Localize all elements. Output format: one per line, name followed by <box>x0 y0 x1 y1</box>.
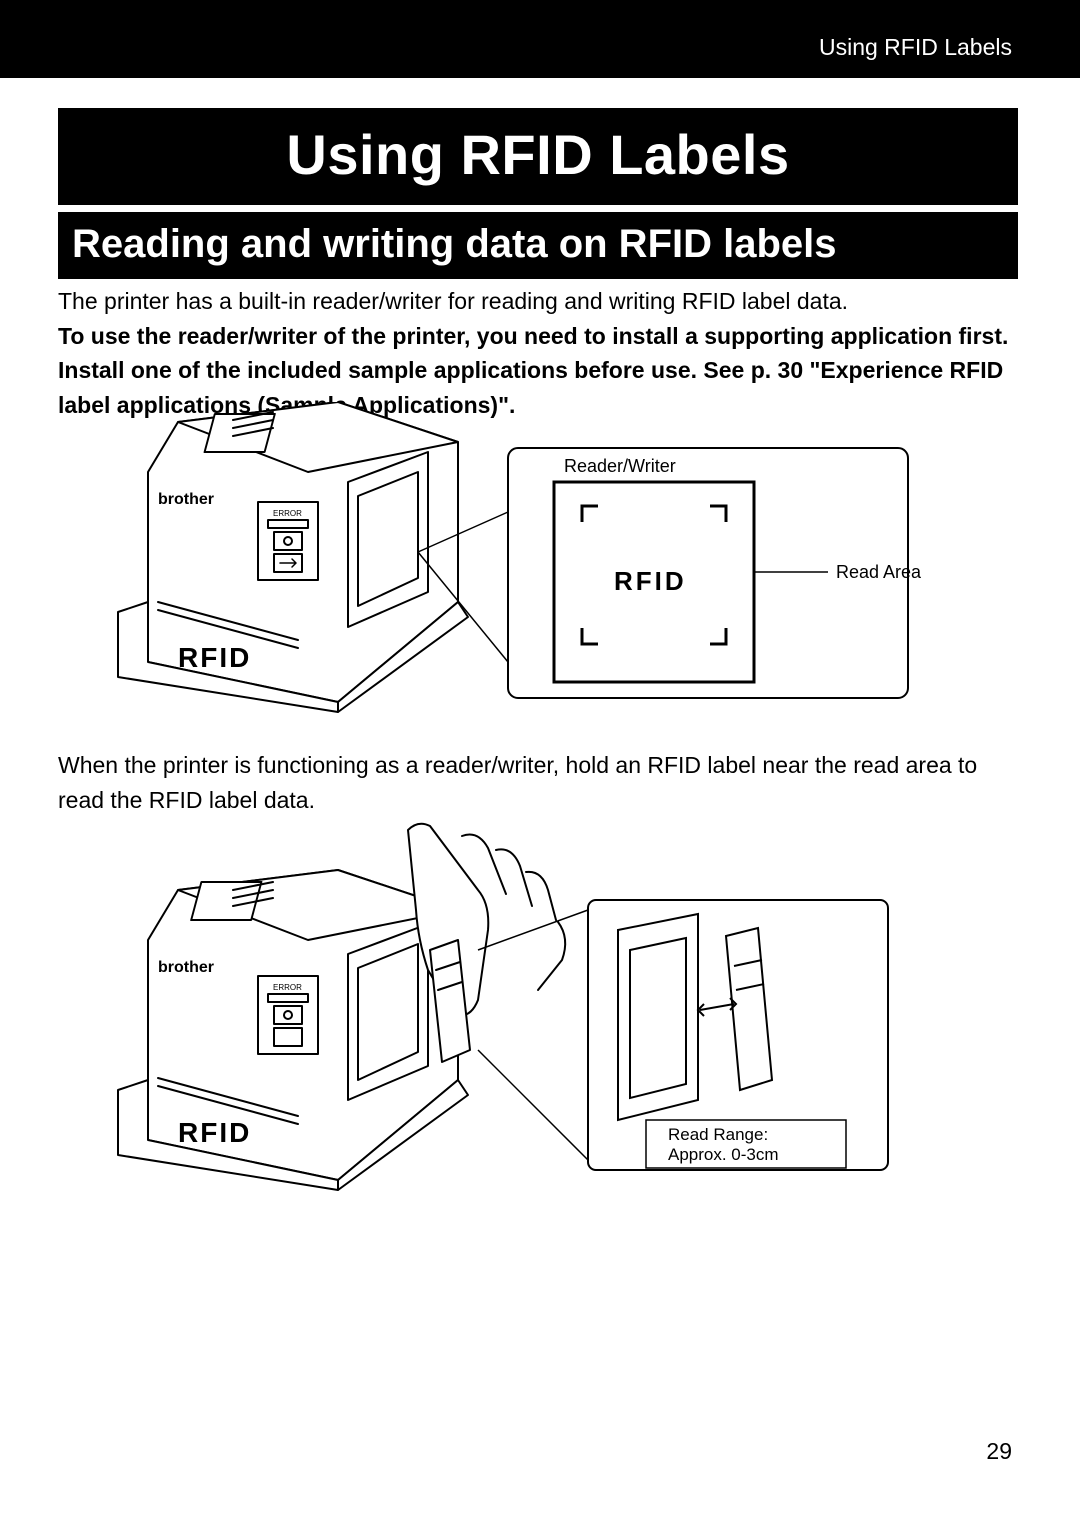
page-number: 29 <box>986 1438 1012 1465</box>
callout-reader-writer: Reader/Writer <box>564 456 676 476</box>
brand-text-2: brother <box>158 959 214 976</box>
panel-rfid-text: RFID <box>614 566 687 596</box>
rfid-base-text: RFID <box>178 642 251 673</box>
section-title-text: Reading and writing data on RFID labels <box>72 222 837 266</box>
svg-text:ERROR: ERROR <box>273 983 302 992</box>
intro-line1: The printer has a built-in reader/writer… <box>58 288 848 314</box>
rfid-base-text-2: RFID <box>178 1117 251 1148</box>
chapter-title: Using RFID Labels <box>58 108 1018 205</box>
manual-page: Using RFID Labels Using RFID Labels Read… <box>0 0 1080 1529</box>
callout-read-area: Read Area <box>836 562 922 582</box>
figure-read-range: brother ERROR RFID <box>58 820 1018 1220</box>
brand-text: brother <box>158 491 214 508</box>
figure2-caption: When the printer is functioning as a rea… <box>58 748 1018 817</box>
read-range-l2: Approx. 0-3cm <box>668 1145 779 1164</box>
figure-reader-writer: brother ERROR RFID Reader/Writ <box>58 402 1018 722</box>
running-header: Using RFID Labels <box>819 34 1012 61</box>
header-band: Using RFID Labels <box>0 0 1080 78</box>
svg-text:ERROR: ERROR <box>273 509 302 518</box>
read-range-l1: Read Range: <box>668 1125 768 1144</box>
chapter-title-text: Using RFID Labels <box>286 123 789 186</box>
section-title: Reading and writing data on RFID labels <box>58 212 1018 279</box>
